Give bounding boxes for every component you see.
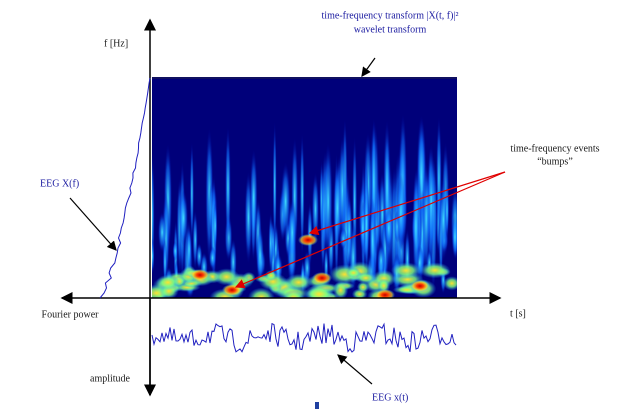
spectrogram-blob bbox=[303, 284, 335, 298]
spectrogram-blob bbox=[256, 224, 264, 286]
spectrogram-blob bbox=[311, 172, 320, 246]
spectrogram-blob bbox=[287, 199, 297, 266]
spectrogram-blob bbox=[363, 167, 370, 281]
spectrogram-blob bbox=[268, 212, 274, 275]
spectrogram-blob bbox=[189, 141, 194, 245]
annotation: time-frequency events bbox=[510, 143, 599, 154]
spectrogram-blob bbox=[285, 273, 313, 291]
arrow bbox=[234, 171, 506, 289]
spectrogram-blob bbox=[422, 159, 431, 278]
annotation: time-frequency transform |X(t, f)|² bbox=[322, 10, 459, 21]
spectrogram-blob bbox=[298, 234, 318, 246]
spectrogram-blob bbox=[283, 290, 305, 298]
spectrogram-blob bbox=[249, 149, 258, 246]
spectrogram-blob bbox=[280, 162, 291, 241]
arrow bbox=[308, 171, 506, 236]
spectrogram-pattern bbox=[152, 113, 457, 298]
annotation: EEG X(f) bbox=[40, 178, 79, 189]
spectrogram-blob bbox=[369, 198, 377, 284]
spectrogram-blob bbox=[212, 201, 218, 251]
annotation: “bumps” bbox=[537, 156, 573, 167]
spectrogram-blob bbox=[247, 287, 275, 298]
annotation: wavelet transform bbox=[354, 24, 427, 35]
annotation: EEG x(t) bbox=[372, 392, 408, 403]
arrow bbox=[361, 57, 376, 77]
marker bbox=[315, 402, 319, 409]
spectrogram-blob bbox=[346, 193, 353, 266]
spectrogram-blob bbox=[375, 289, 395, 298]
spectrogram-blob bbox=[225, 126, 231, 250]
spectrogram-blob bbox=[376, 242, 386, 279]
spectrogram-blob bbox=[355, 272, 377, 284]
spectrogram-blob bbox=[419, 262, 451, 279]
spectrogram-blob bbox=[338, 136, 347, 245]
spectrogram-blob bbox=[443, 276, 457, 291]
spectrogram-blob bbox=[272, 121, 277, 251]
spectrogram-blob bbox=[172, 240, 178, 261]
spectrogram-blob bbox=[152, 238, 155, 275]
left-label: Fourier power bbox=[42, 309, 100, 320]
spectrogram-blob bbox=[190, 269, 210, 281]
spectrogram-blob bbox=[396, 174, 406, 251]
spectrogram-blob bbox=[196, 243, 203, 270]
arrow bbox=[69, 197, 117, 251]
spectrogram-blob bbox=[451, 214, 457, 260]
arrow bbox=[337, 354, 373, 385]
spectrogram-blob bbox=[410, 280, 430, 292]
spectrogram-blob bbox=[356, 281, 370, 293]
spectrogram-blob bbox=[156, 274, 180, 291]
spectrum-curve bbox=[99, 77, 151, 299]
spectrogram-blob bbox=[390, 262, 422, 279]
x-axis-label: t [s] bbox=[510, 308, 526, 319]
spectrogram-blob bbox=[162, 238, 168, 287]
spectrogram-blob bbox=[323, 142, 333, 261]
spectrogram-blob bbox=[384, 207, 393, 250]
spectrogram-blob bbox=[299, 132, 305, 257]
spectrogram-blob bbox=[436, 116, 442, 241]
spectrogram-blob bbox=[208, 246, 217, 270]
bottom-label: amplitude bbox=[90, 373, 131, 384]
y-axis-label: f [Hz] bbox=[104, 38, 128, 49]
spectrogram-blob bbox=[312, 272, 332, 284]
signal-curve bbox=[151, 322, 457, 353]
spectrogram-blob bbox=[444, 183, 450, 239]
spectrogram-blob bbox=[178, 189, 189, 247]
spectrogram-blob bbox=[186, 227, 192, 272]
spectrogram-blob bbox=[412, 167, 420, 286]
